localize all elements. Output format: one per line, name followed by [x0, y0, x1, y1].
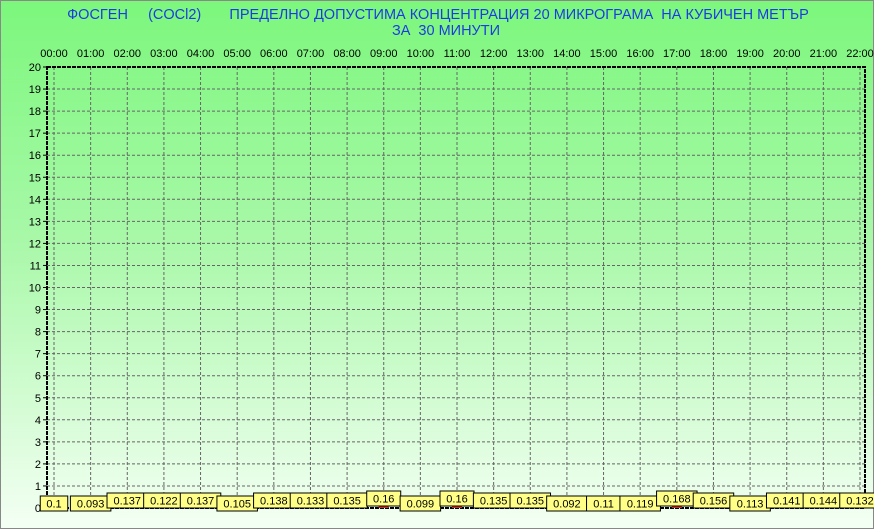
data-label: 0.138 [260, 496, 288, 508]
y-tick-label: 9 [35, 305, 41, 317]
data-label-box [39, 495, 69, 512]
x-tick-label: 14:00 [553, 48, 581, 60]
data-label: 0.11 [593, 499, 614, 511]
x-tick-label: 01:00 [77, 48, 105, 60]
data-label: 0.119 [627, 499, 654, 511]
y-tick-label: 2 [35, 459, 41, 471]
x-tick-label: 06:00 [260, 48, 288, 60]
y-tick-label: 15 [29, 172, 41, 184]
y-tick-label: 0 [35, 503, 41, 515]
data-label: 0.135 [333, 496, 361, 508]
data-label: 0.105 [223, 499, 251, 511]
data-label: 0.141 [773, 496, 801, 508]
data-label: 0.132 [846, 496, 874, 508]
data-label: 0.137 [114, 496, 142, 508]
y-tick-label: 6 [35, 371, 41, 383]
y-tick-label: 7 [35, 349, 41, 361]
data-label: 0.133 [297, 496, 325, 508]
data-label: 0.122 [150, 496, 178, 508]
x-tick-label: 20:00 [773, 48, 801, 60]
y-tick-label: 12 [29, 238, 41, 250]
data-label: 0.16 [446, 494, 467, 506]
data-label-box [839, 492, 874, 509]
x-tick-label: 04:00 [187, 48, 215, 60]
x-tick-label: 21:00 [810, 48, 838, 60]
x-tick-label: 05:00 [223, 48, 251, 60]
y-tick-label: 10 [29, 283, 41, 295]
y-tick-label: 13 [29, 216, 41, 228]
data-label: 0.156 [700, 496, 728, 508]
data-label: 0.135 [517, 496, 545, 508]
data-label: 0.1 [46, 499, 61, 511]
y-tick-label: 8 [35, 327, 41, 339]
y-tick-label: 11 [30, 260, 41, 272]
data-label: 0.16 [373, 494, 394, 506]
x-tick-label: 16:00 [626, 48, 654, 60]
x-tick-label: 09:00 [370, 48, 398, 60]
y-tick-label: 14 [29, 194, 41, 206]
x-tick-label: 15:00 [590, 48, 618, 60]
y-tick-label: 16 [29, 150, 41, 162]
x-tick-label: 03:00 [150, 48, 178, 60]
x-tick-label: 10:00 [407, 48, 435, 60]
y-tick-label: 5 [35, 393, 41, 405]
data-label: 0.093 [77, 499, 105, 511]
data-label: 0.113 [737, 499, 764, 511]
y-tick-label: 4 [35, 415, 41, 427]
y-tick-label: 3 [35, 437, 41, 449]
data-label: 0.144 [810, 496, 838, 508]
x-tick-label: 07:00 [297, 48, 325, 60]
y-tick-label: 1 [35, 481, 41, 493]
x-tick-label: 17:00 [663, 48, 691, 60]
x-tick-label: 11:00 [444, 48, 471, 60]
data-label: 0.092 [553, 499, 581, 511]
y-tick-label: 18 [29, 106, 41, 118]
chart-title-line1: ФОСГЕН (COCl2) ПРЕДЕЛНО ДОПУСТИМА КОНЦЕН… [67, 7, 809, 23]
x-tick-label: 12:00 [480, 48, 508, 60]
chart-title-line2: ЗА 30 МИНУТИ [391, 23, 501, 39]
y-tick-label: 17 [29, 128, 41, 140]
y-tick-label: 19 [29, 84, 41, 96]
data-label: 0.099 [407, 499, 435, 511]
data-label: 0.135 [480, 496, 508, 508]
x-tick-label: 13:00 [517, 48, 545, 60]
x-tick-label: 02:00 [114, 48, 142, 60]
x-tick-label: 22:00 [846, 48, 874, 60]
data-label: 0.168 [663, 494, 691, 506]
data-label: 0.137 [187, 496, 215, 508]
x-tick-label: 08:00 [333, 48, 361, 60]
x-tick-label: 18:00 [700, 48, 728, 60]
y-tick-label: 20 [29, 62, 41, 74]
x-tick-label: 00:00 [40, 48, 68, 60]
x-tick-label: 19:00 [736, 48, 764, 60]
